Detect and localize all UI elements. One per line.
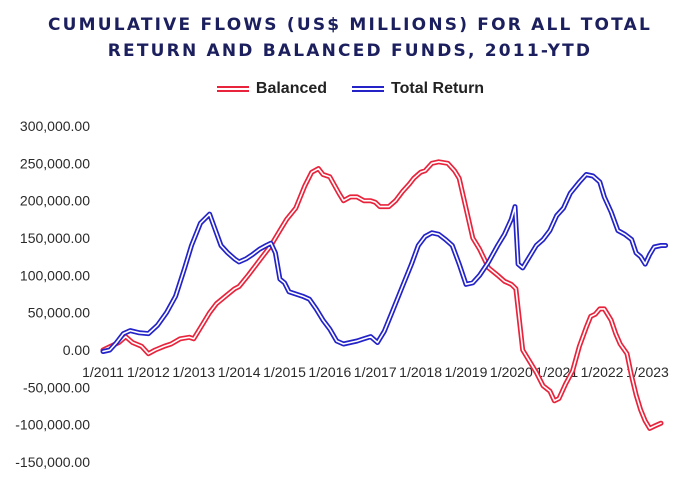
y-tick-label: -100,000.00	[15, 417, 90, 433]
x-tick-label: 1/2015	[263, 364, 306, 380]
y-tick-label: 200,000.00	[20, 193, 90, 209]
y-tick-label: 250,000.00	[20, 155, 90, 171]
x-tick-label: 1/2011	[82, 364, 124, 380]
x-tick-label: 1/2020	[490, 364, 533, 380]
chart-title-line-1: CUMULATIVE FLOWS (US$ MILLIONS) FOR ALL …	[47, 15, 653, 35]
chart-title: CUMULATIVE FLOWS (US$ MILLIONS) FOR ALL …	[0, 12, 700, 64]
x-tick-label: 1/2013	[172, 364, 215, 380]
y-tick-label: -50,000.00	[23, 379, 90, 395]
series-line-total-return	[100, 172, 669, 354]
x-tick-label: 1/2016	[308, 364, 351, 380]
series-line-balanced	[100, 159, 664, 431]
legend-swatch-total-return	[352, 86, 385, 92]
chart-title-line-2: RETURN AND BALANCED FUNDS, 2011-YTD	[107, 41, 593, 61]
legend-swatch-balanced	[216, 86, 249, 92]
legend-label-total-return: Total Return	[391, 80, 485, 97]
x-tick-label: 1/2014	[218, 364, 261, 380]
chart-legend: Balanced Total Return	[0, 80, 700, 98]
legend-item-balanced: Balanced	[216, 80, 327, 98]
series-line-inner-total-return	[102, 173, 667, 353]
x-tick-label: 1/2022	[581, 364, 624, 380]
x-tick-label: 1/2018	[399, 364, 442, 380]
x-tick-label: 1/2023	[626, 364, 669, 380]
y-axis-ticks: 300,000.00 250,000.00 200,000.00 150,000.00…	[15, 118, 90, 470]
y-tick-label: 150,000.00	[20, 230, 90, 246]
x-axis-ticks: 1/2011 1/2012 1/2013 1/2014 1/2015 1/2016 1/20…	[82, 364, 669, 380]
y-tick-label: 100,000.00	[20, 267, 90, 283]
x-tick-label: 1/2019	[445, 364, 488, 380]
series-line-inner-balanced	[102, 161, 662, 430]
legend-label-balanced: Balanced	[255, 80, 328, 97]
y-tick-label: -150,000.00	[15, 454, 90, 470]
x-tick-label: 1/2012	[127, 364, 170, 380]
y-tick-label: 300,000.00	[20, 118, 90, 134]
y-tick-label: 0.00	[63, 342, 90, 358]
legend-item-total-return: Total Return	[351, 80, 484, 98]
x-tick-label: 1/2017	[354, 364, 397, 380]
series-lines	[100, 159, 669, 431]
y-tick-label: 50,000.00	[28, 305, 90, 321]
